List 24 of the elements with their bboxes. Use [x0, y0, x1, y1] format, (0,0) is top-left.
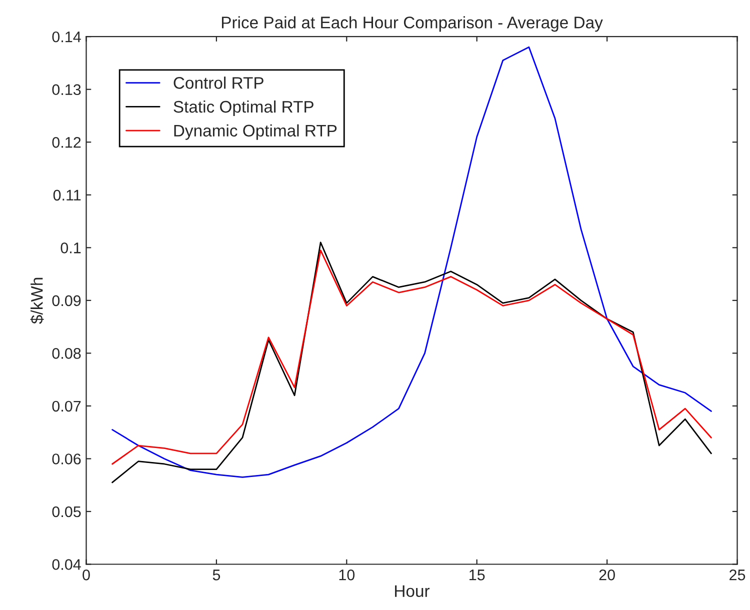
y-tick-label: 0.04 [52, 559, 81, 570]
legend-label: Control RTP [174, 76, 264, 89]
x-tick-label: 0 [82, 570, 90, 580]
x-tick-label: 25 [730, 570, 746, 580]
y-tick-label: 0.05 [52, 506, 81, 518]
legend-label: Dynamic Optimal RTP [174, 124, 337, 140]
y-axis-title: $/kWh [30, 278, 44, 324]
x-tick-label: 15 [470, 570, 485, 580]
line-series [112, 46, 712, 478]
y-tick-label: 0.1 [60, 242, 81, 254]
x-tick-label: 5 [212, 570, 220, 580]
y-tick-label: 0.08 [52, 348, 81, 359]
legend-label: Static Optimal RTP [174, 100, 314, 116]
x-axis-title: Hour [395, 585, 430, 597]
chart-title: Price Paid at Each Hour Comparison - Average Day [222, 16, 603, 32]
y-tick-label: 0.07 [52, 400, 81, 412]
x-tick-label: 10 [339, 570, 355, 580]
y-tick-label: 0.09 [52, 295, 81, 306]
y-tick-label: 0.12 [52, 137, 81, 148]
x-tick-label: 20 [599, 570, 615, 580]
y-tick-label: 0.13 [52, 84, 81, 96]
y-tick-label: 0.06 [52, 454, 81, 464]
y-tick-label: 0.14 [52, 31, 81, 42]
y-tick-label: 0.11 [53, 190, 81, 201]
